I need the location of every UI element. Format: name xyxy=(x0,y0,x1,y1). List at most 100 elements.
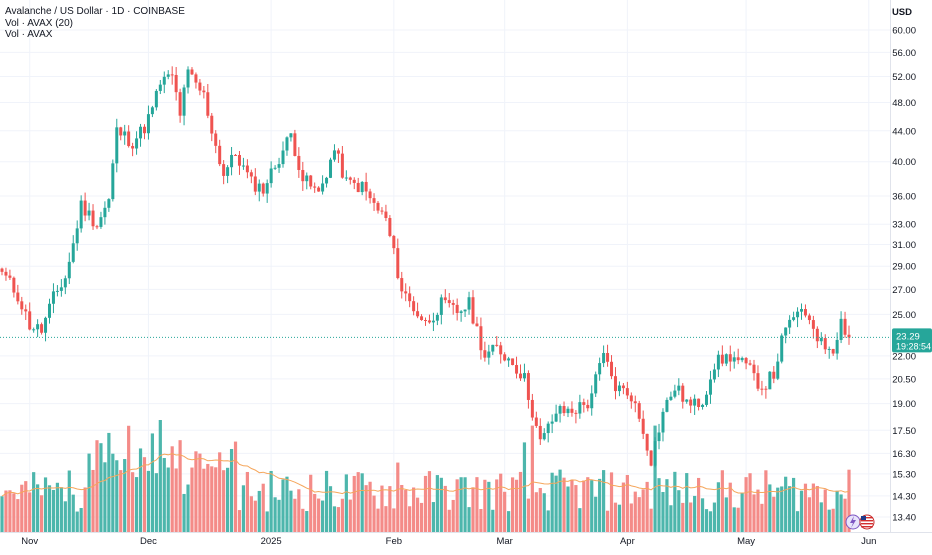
candle xyxy=(372,193,376,211)
candle xyxy=(230,146,234,176)
volume-bar xyxy=(8,490,12,532)
y-tick-label: 56.00 xyxy=(892,48,916,59)
volume-bar xyxy=(174,468,178,532)
volume-bar xyxy=(166,467,170,532)
candle xyxy=(313,182,317,193)
volume-bar xyxy=(764,470,768,532)
candle xyxy=(234,154,238,156)
candle xyxy=(356,177,360,193)
volume-bar xyxy=(689,502,693,532)
volume-bar xyxy=(20,484,24,532)
x-tick-label: 2025 xyxy=(261,536,282,547)
x-axis[interactable]: Nov Dec 2025 Feb Mar Apr May Jun xyxy=(21,536,876,547)
candle xyxy=(645,433,649,456)
volume-bar xyxy=(538,487,542,532)
candle xyxy=(214,130,218,154)
candle xyxy=(408,286,412,308)
candle xyxy=(475,316,479,327)
volume-bar xyxy=(704,509,709,532)
volume-bar xyxy=(336,507,341,532)
candle xyxy=(467,291,471,315)
volume-bar xyxy=(566,486,570,532)
volume-bar xyxy=(558,469,562,532)
volume-bar xyxy=(162,458,166,532)
volume-bar xyxy=(123,459,127,532)
candle xyxy=(237,150,241,175)
volume-bar xyxy=(685,473,689,532)
volume-bar xyxy=(372,495,376,532)
volume-bar xyxy=(83,487,87,532)
candle xyxy=(297,147,301,178)
legend-title[interactable]: Avalanche / US Dollar · 1D · COINBASE xyxy=(5,6,185,17)
candle xyxy=(487,344,491,365)
candle xyxy=(380,207,384,215)
volume-bar xyxy=(111,453,115,532)
volume-bar xyxy=(795,511,800,532)
volume-bar xyxy=(748,473,752,532)
y-tick-label: 44.00 xyxy=(892,126,916,137)
volume-bar xyxy=(807,497,812,532)
legend-volume[interactable]: Vol · AVAX xyxy=(5,29,53,40)
volume-bar xyxy=(297,489,301,532)
x-tick-label: May xyxy=(737,536,755,547)
candle xyxy=(736,348,740,365)
candle xyxy=(594,371,598,397)
volume-bar xyxy=(99,443,103,532)
lightning-icon[interactable] xyxy=(845,514,861,530)
y-axis[interactable]: 60.00 56.00 52.00 48.00 44.00 40.00 36.00 33.00… xyxy=(892,26,916,524)
candle xyxy=(657,423,661,450)
volume-bar xyxy=(186,484,190,532)
candle xyxy=(289,133,293,142)
candle xyxy=(439,294,443,325)
volume-bar xyxy=(665,479,669,532)
candle xyxy=(677,378,681,396)
candle xyxy=(28,302,32,331)
candle xyxy=(261,182,265,197)
bar-countdown: 19:28:54 xyxy=(896,341,931,351)
candle xyxy=(245,159,249,179)
volume-bar xyxy=(138,448,143,532)
volume-bar xyxy=(261,483,265,532)
us-flag-icon[interactable] xyxy=(859,514,875,530)
volume-bars xyxy=(0,420,851,532)
candle xyxy=(416,302,420,319)
volume-bar xyxy=(712,502,717,532)
volume-bar xyxy=(320,500,325,532)
volume-bar xyxy=(273,497,277,532)
volume-bar xyxy=(681,502,685,532)
volume-bar xyxy=(586,477,590,532)
volume-bar xyxy=(602,470,606,532)
candle xyxy=(578,394,582,419)
candle xyxy=(772,366,776,384)
candle xyxy=(483,341,487,362)
volume-bar xyxy=(170,446,174,532)
volume-bar xyxy=(55,482,60,532)
volume-bar xyxy=(487,481,491,532)
candle xyxy=(107,198,111,212)
volume-bar xyxy=(16,499,20,532)
volume-bar xyxy=(582,480,586,532)
candle xyxy=(522,363,526,382)
volume-bar xyxy=(740,492,744,532)
volume-bar xyxy=(150,433,155,532)
volume-bar xyxy=(772,496,776,532)
candle xyxy=(831,348,835,356)
candle xyxy=(613,367,617,400)
y-tick-label: 36.00 xyxy=(892,191,916,202)
volume-bar xyxy=(594,496,598,532)
volume-bar xyxy=(546,510,550,532)
candle xyxy=(142,124,146,140)
legend-volume-ma[interactable]: Vol · AVAX (20) xyxy=(5,17,73,29)
y-tick-label: 16.30 xyxy=(892,449,916,460)
volume-bar xyxy=(356,472,360,532)
candle xyxy=(75,220,79,251)
candle xyxy=(752,359,756,381)
volume-bar xyxy=(514,479,519,532)
volume-bar xyxy=(313,493,317,532)
volume-bar xyxy=(696,477,701,532)
candle xyxy=(368,188,372,204)
volume-bar xyxy=(119,470,123,532)
